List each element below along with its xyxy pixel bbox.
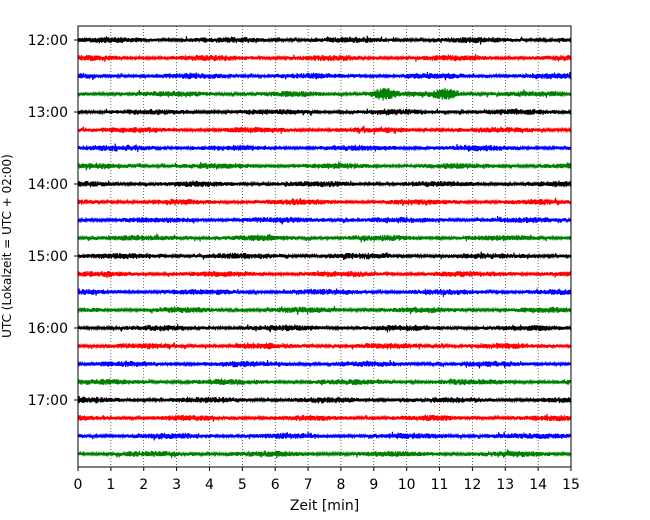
x-axis: 0 1 2 3 4 5 6 7 8 9 10 11 12 13 14 15 [74,467,580,493]
x-tick-label: 0 [74,477,83,493]
trace-1715 [77,413,572,422]
trace-1400 [77,180,572,188]
x-tick-label: 8 [336,477,345,493]
x-tick-label: 11 [431,477,449,493]
trace-group [77,35,572,459]
x-tick-label: 3 [172,477,181,493]
trace-1600 [77,324,572,333]
x-tick-label: 6 [271,477,280,493]
y-tick-label: 15:00 [28,249,68,265]
trace-1245 [77,87,572,101]
y-tick-label: 16:00 [28,321,68,337]
x-tick-label: 15 [562,477,580,493]
y-tick-label: 14:00 [28,177,68,193]
trace-1730 [77,431,572,441]
trace-1445 [77,233,572,243]
y-tick-label: 17:00 [28,393,68,409]
trace-1615 [77,342,572,350]
trace-1430 [77,216,572,225]
y-axis-label: UTC (Lokalzeit = UTC + 02:00) [0,154,14,338]
x-tick-label: 9 [369,477,378,493]
y-tick-label: 13:00 [28,105,68,121]
trace-1315 [77,125,572,135]
trace-1415 [77,197,572,206]
trace-1330 [77,143,572,153]
x-tick-label: 13 [496,477,514,493]
x-tick-label: 2 [139,477,148,493]
trace-1200 [77,35,572,45]
x-tick-label: 5 [238,477,247,493]
trace-1500 [77,251,572,261]
trace-1530 [77,288,572,297]
plot-frame [77,25,572,468]
y-tick-label: 12:00 [28,33,68,49]
trace-1515 [77,270,572,279]
x-tick-label: 7 [304,477,313,493]
x-tick-label: 10 [398,477,416,493]
trace-1230 [77,71,572,81]
x-axis-label: Zeit [min] [290,498,359,514]
trace-1645 [77,378,572,386]
trace-1630 [77,359,572,369]
trace-1215 [77,54,572,62]
trace-1700 [77,396,572,404]
x-tick-label: 12 [463,477,481,493]
trace-1545 [77,305,572,315]
trace-1300 [77,108,572,116]
x-tick-label: 1 [106,477,115,493]
y-axis: 12:00 13:00 14:00 15:00 16:00 17:00 [28,33,78,409]
x-tick-label: 4 [205,477,214,493]
trace-1345 [77,161,572,171]
x-tick-label: 14 [529,477,547,493]
trace-1745 [77,449,572,459]
